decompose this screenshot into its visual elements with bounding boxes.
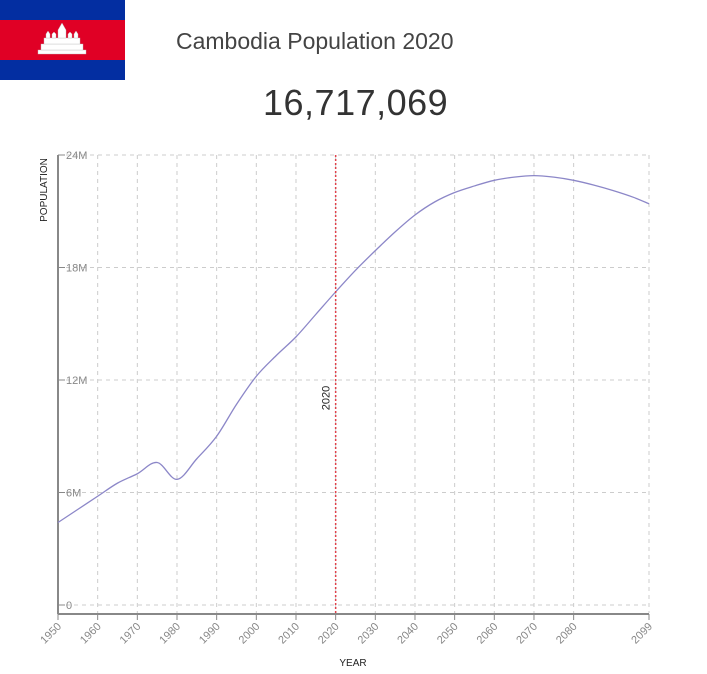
x-tick-label: 2060 xyxy=(475,621,501,647)
population-value: 16,717,069 xyxy=(263,82,449,123)
y-tick-label: 12M xyxy=(66,375,87,387)
cambodia-flag xyxy=(0,0,125,80)
x-tick-label: 1960 xyxy=(78,621,104,647)
y-tick-labels: 0 6M 12M 18M 24M xyxy=(58,150,87,612)
population-line xyxy=(57,174,650,524)
current-year-label: 2020 xyxy=(321,386,333,410)
flag-icon xyxy=(0,0,125,80)
y-tick-label: 24M xyxy=(66,150,87,162)
x-tick-label: 1990 xyxy=(197,621,223,647)
x-tick-labels: 1950 1960 1970 1980 1990 2000 2010 2020 2030 2040… xyxy=(38,614,655,646)
x-tick-label: 1980 xyxy=(157,621,183,647)
y-axis-title: POPULATION xyxy=(39,158,50,222)
x-tick-label: 2010 xyxy=(276,621,302,647)
x-tick-label: 2020 xyxy=(316,621,342,647)
x-tick-label: 2000 xyxy=(237,621,263,647)
x-tick-label: 1950 xyxy=(38,621,64,647)
y-tick-label: 18M xyxy=(66,263,87,275)
y-tick-label: 0 xyxy=(66,600,72,612)
x-tick-label: 1970 xyxy=(118,621,144,647)
grid-lines xyxy=(57,154,650,613)
x-tick-label: 2099 xyxy=(629,621,655,647)
x-tick-label: 2030 xyxy=(356,621,382,647)
x-tick-label: 2070 xyxy=(514,621,540,647)
x-tick-label: 2050 xyxy=(435,621,461,647)
chart-title: Cambodia Population 2020 xyxy=(176,28,454,54)
y-tick-label: 6M xyxy=(66,488,81,500)
x-axis-title: YEAR xyxy=(339,658,366,669)
x-tick-label: 2080 xyxy=(554,621,580,647)
x-tick-label: 2040 xyxy=(395,621,421,647)
